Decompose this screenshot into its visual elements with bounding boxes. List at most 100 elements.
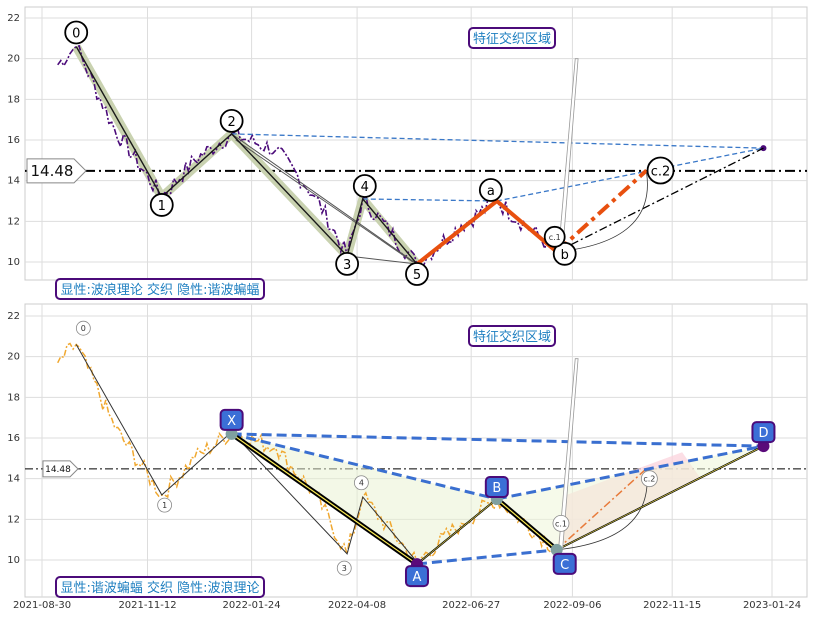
parallel-line-a [231,133,418,265]
wave-label-3: 3 [343,258,351,273]
channel-line-right [496,147,764,202]
wave-label-circle-c.1 [552,515,570,532]
caption-text: 显性:波浪理论 交织 隐性:谐波蝙蝠 [60,282,259,298]
corrective-line [415,198,559,266]
reference-label: 14.48 [45,465,71,475]
point-label-box-B [484,476,509,498]
wave-label-a: a [487,184,495,199]
reference-label: 14.48 [31,162,74,180]
leg-inner-CD [556,445,764,551]
wave-label-5: 5 [413,268,421,283]
x-tick-label: 2022-11-15 [643,600,701,611]
parallel-line-b [235,139,414,263]
wave-label-4: 4 [361,180,369,195]
point-label-A: A [413,570,422,585]
top-plot-area [25,44,807,269]
top-frame [24,6,808,281]
wave-label-circle-2 [219,109,244,133]
wave-label-circle-a [478,178,503,202]
wave-label-circle-b [552,241,577,266]
wave-label-0: 0 [81,324,86,333]
wave-label-circle-3 [335,251,360,276]
caption-box [55,278,265,300]
wave-label-2: 2 [227,115,235,130]
y-tick-label: 14 [7,176,20,187]
bd-line [496,444,764,501]
point-label-box-D [751,421,776,444]
leg-inner-XA [231,433,418,565]
wave-label-circle-c.2 [646,156,675,185]
wave-label-circle-4 [353,475,369,491]
top-panel: 10121416182022012345abc.1c.214.48显性:波浪理论… [7,6,808,300]
wave-label-c.1: c.1 [549,233,561,242]
y-tick-label: 12 [7,514,20,525]
zone-label-text: 特征交织区域 [473,31,551,47]
wave-label-1: 1 [158,199,166,214]
point-label-box-X [219,408,244,431]
wave-label-c.1: c.1 [555,519,567,528]
x-tick-label: 2023-01-24 [743,600,801,611]
wave-label-0: 0 [72,26,80,41]
wave-label-circle-3 [336,560,352,576]
y-tick-label: 10 [7,555,20,566]
x-tick-label: 2021-08-30 [13,600,71,611]
leg-inner-BC [496,498,558,551]
x-tick-label: 2021-11-12 [118,600,176,611]
wave-label-circle-1 [157,497,173,513]
impulse-line [75,46,418,265]
point-label-D: D [758,426,768,441]
channel-line-mid [362,198,497,202]
y-tick-label: 16 [7,433,20,444]
wave-label-b: b [561,248,569,263]
x-tick-label: 2022-01-24 [223,600,281,611]
zone-label-box [468,27,556,49]
point-label-B: B [492,481,501,496]
xb-line [231,432,498,501]
leg-inner-AB [416,498,498,565]
wave-label-circle-c.1 [543,225,566,248]
channel-line-upper [231,133,764,149]
caption-text: 显性:谐波蝙蝠 交织 隐性:波浪理论 [60,580,259,596]
y-tick-label: 22 [7,13,20,24]
corrective-projection [555,169,648,254]
zone-label-box [468,325,556,347]
wave-label-4: 4 [359,479,364,488]
reference-label-box [42,460,79,478]
wave-label-c.2: c.2 [651,165,671,180]
wave-label-1: 1 [162,501,167,510]
fib-arc [556,172,648,253]
y-tick-label: 16 [7,135,20,146]
y-tick-label: 12 [7,216,20,227]
caption-box [55,576,265,598]
parallel-line-c [347,255,418,265]
point-label-box-C [552,552,577,575]
y-tick-label: 22 [7,311,20,322]
wave-label-circle-1 [149,193,174,217]
x-tick-label: 2022-09-06 [543,600,601,611]
y-tick-label: 14 [7,474,20,485]
reference-label-box [26,158,87,184]
wave-label-circle-c.2 [640,470,658,488]
x-tick-label: 2022-04-08 [328,600,386,611]
wave-label-circle-0 [75,320,91,336]
wave-label-circle-5 [405,262,429,286]
point-label-X: X [227,414,236,429]
wave-line [75,344,418,563]
wave-label-c.2: c.2 [643,475,655,484]
xd-line [231,432,764,448]
y-tick-label: 20 [7,54,20,65]
x-tick-label: 2022-06-27 [442,600,500,611]
y-tick-label: 18 [7,94,20,105]
projection-line [556,147,764,253]
wave-label-3: 3 [342,564,347,573]
y-tick-label: 10 [7,257,20,268]
point-label-box-A [404,565,429,588]
wave-label-circle-0 [64,20,89,45]
wave-label-circle-4 [352,174,377,198]
wave-projection [556,467,648,551]
ac-line [416,548,557,566]
y-tick-label: 20 [7,352,20,363]
point-label-C: C [560,558,569,573]
